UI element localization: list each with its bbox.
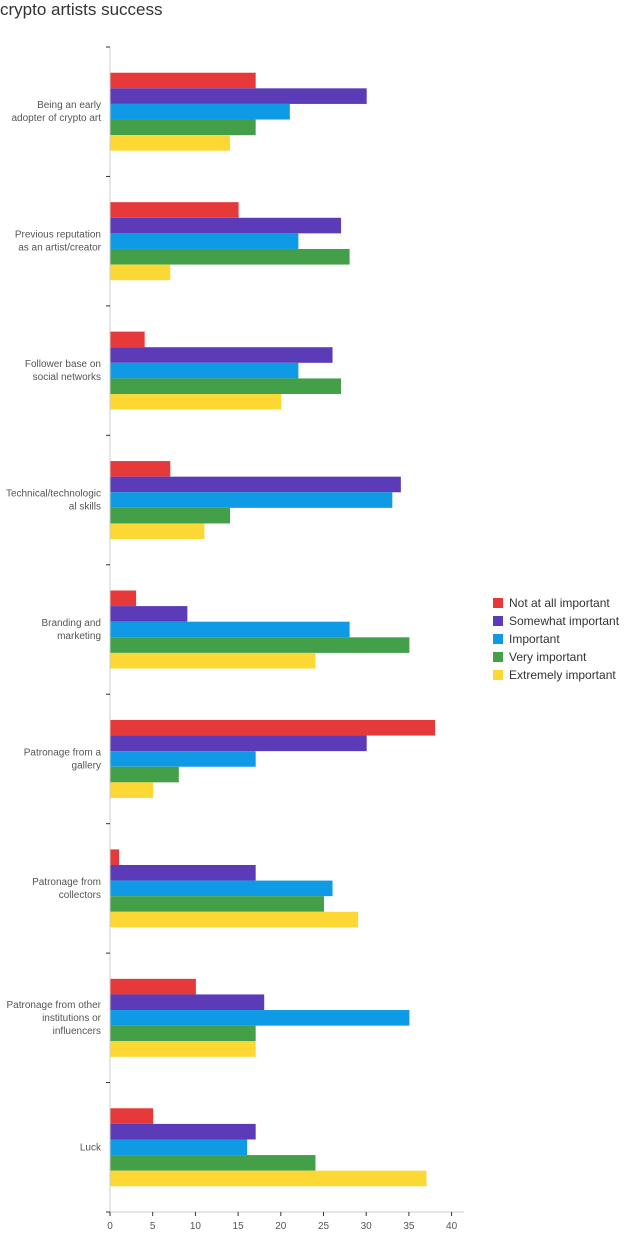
bar xyxy=(110,233,299,249)
legend-swatch xyxy=(493,652,503,662)
legend-item: Important xyxy=(493,630,619,648)
bar xyxy=(110,135,231,151)
category-label: Patronage from xyxy=(32,877,101,888)
category-label: Follower base on xyxy=(25,359,101,370)
category-label: Patronage from other xyxy=(7,1000,102,1011)
x-tick-label: 15 xyxy=(233,1221,245,1232)
bar xyxy=(110,1025,256,1042)
bar xyxy=(110,735,367,752)
bar xyxy=(110,1170,427,1187)
category-label: Branding and xyxy=(42,618,102,629)
legend-swatch xyxy=(493,598,503,608)
legend-label: Important xyxy=(509,632,560,646)
bar xyxy=(110,1123,256,1140)
bar xyxy=(110,719,436,736)
x-tick-label: 10 xyxy=(190,1221,202,1232)
bar xyxy=(110,394,282,410)
bar xyxy=(110,652,316,669)
category-label: Technical/technologic xyxy=(6,489,101,500)
legend-item: Not at all important xyxy=(493,594,619,612)
category-label: institutions or xyxy=(42,1013,102,1024)
category-label: collectors xyxy=(59,890,101,901)
legend-item: Somewhat important xyxy=(493,612,619,630)
bar xyxy=(110,766,179,783)
bar xyxy=(110,248,350,265)
bar xyxy=(110,621,350,638)
bar xyxy=(110,782,154,798)
bar xyxy=(110,606,188,622)
category-label: social networks xyxy=(33,372,101,383)
bar xyxy=(110,637,410,653)
bar xyxy=(110,476,401,493)
bar xyxy=(110,523,205,540)
x-tick-label: 0 xyxy=(107,1221,113,1232)
bar xyxy=(110,590,137,607)
chart-legend: Not at all important Somewhat important Im… xyxy=(493,594,619,684)
legend-label: Not at all important xyxy=(509,596,610,610)
bar xyxy=(110,202,239,218)
category-label: Patronage from a xyxy=(24,747,102,758)
category-label: gallery xyxy=(72,760,101,771)
bar xyxy=(110,880,333,897)
bar xyxy=(110,978,196,995)
chart-title: crypto artists success xyxy=(0,0,163,19)
category-label: as an artist/creator xyxy=(18,243,101,254)
legend-swatch xyxy=(493,634,503,644)
x-tick-label: 20 xyxy=(275,1221,287,1232)
bar xyxy=(110,507,231,524)
legend-label: Somewhat important xyxy=(509,614,620,628)
bar xyxy=(110,217,342,234)
category-label: Being an early xyxy=(37,100,101,111)
bar xyxy=(110,1139,248,1156)
category-label: al skills xyxy=(69,502,101,513)
bar xyxy=(110,461,171,477)
bar xyxy=(110,103,290,120)
bar xyxy=(110,849,120,865)
category-label: influencers xyxy=(53,1026,101,1037)
bar xyxy=(110,347,333,363)
category-label: adopter of crypto art xyxy=(12,113,102,124)
x-tick-label: 25 xyxy=(318,1221,330,1232)
bar xyxy=(110,378,342,395)
bar xyxy=(110,88,367,104)
category-labels: Being an early adopter of crypto art Previ… xyxy=(6,100,102,1153)
bar xyxy=(110,864,256,881)
legend-swatch xyxy=(493,670,503,680)
bar xyxy=(110,1155,316,1171)
bar xyxy=(110,911,359,928)
x-tick-label: 35 xyxy=(403,1221,415,1232)
x-tick-label: 30 xyxy=(361,1221,373,1232)
chart-axes xyxy=(106,46,464,1213)
bar xyxy=(110,896,324,912)
legend-item: Very important xyxy=(493,648,619,666)
category-label: Previous reputation xyxy=(15,230,101,241)
legend-swatch xyxy=(493,616,503,626)
bar xyxy=(110,119,256,136)
bar xyxy=(110,331,145,348)
bar xyxy=(110,1041,256,1057)
chart-bars xyxy=(110,72,436,1187)
legend-item: Extremely important xyxy=(493,666,619,684)
bar xyxy=(110,72,256,89)
legend-label: Very important xyxy=(509,650,587,664)
category-label: marketing xyxy=(57,631,101,642)
category-label: Luck xyxy=(80,1142,102,1153)
bar xyxy=(110,1108,154,1124)
bar xyxy=(110,994,265,1011)
x-tick-label: 40 xyxy=(446,1221,458,1232)
bar xyxy=(110,362,299,379)
bar xyxy=(110,751,256,767)
bar xyxy=(110,1010,410,1026)
bar xyxy=(110,492,393,508)
x-tick-label: 5 xyxy=(150,1221,156,1232)
legend-label: Extremely important xyxy=(509,668,616,682)
bar xyxy=(110,264,171,281)
x-axis-ticks: 0 5 10 15 20 25 30 35 40 xyxy=(107,1212,458,1232)
